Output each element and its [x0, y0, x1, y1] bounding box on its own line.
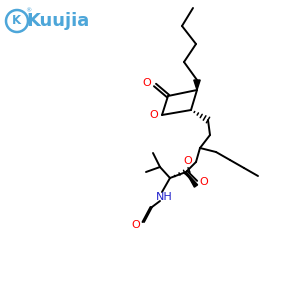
Text: O: O [132, 220, 140, 230]
Text: O: O [200, 177, 208, 187]
Text: O: O [184, 156, 192, 166]
Text: ®: ® [25, 8, 31, 14]
Polygon shape [194, 80, 200, 90]
Text: O: O [142, 78, 152, 88]
Text: Kuujia: Kuujia [26, 12, 90, 30]
Text: O: O [150, 110, 158, 120]
Polygon shape [186, 172, 198, 187]
Text: NH: NH [156, 192, 172, 202]
Text: K: K [12, 14, 21, 28]
